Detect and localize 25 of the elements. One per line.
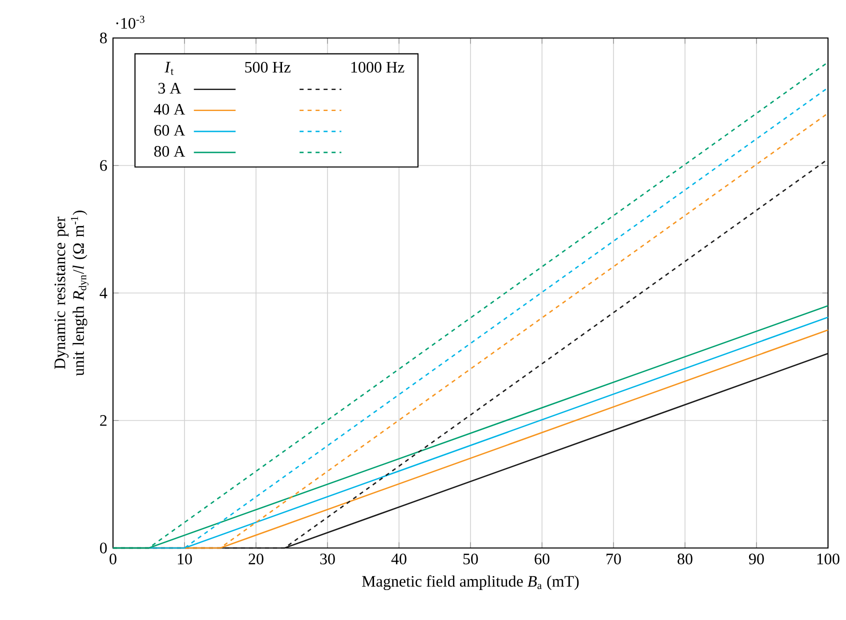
- x-tick-label: 100: [817, 554, 840, 564]
- y-tick-label: 6: [100, 160, 107, 171]
- x-tick-label: 20: [248, 554, 264, 564]
- x-tick-label: 70: [606, 554, 621, 564]
- x-tick-label: 50: [463, 554, 478, 564]
- x-tick-label: 0: [110, 554, 116, 564]
- legend-label: 3 A: [158, 82, 182, 94]
- annotation: 1000 Hz: [351, 62, 404, 73]
- y-tick-label: 4: [100, 288, 108, 298]
- legend-title: I$_{t}$: [164, 62, 174, 75]
- x-tick-label: 60: [534, 554, 550, 564]
- legend-label: 60 A: [154, 124, 186, 136]
- legend-label: 80 A: [154, 146, 186, 157]
- x-tick-label: 30: [320, 554, 335, 564]
- x-tick-label: 80: [678, 554, 692, 564]
- y-tick-label: 0: [100, 542, 107, 554]
- text: ·10$^{-3}$: [116, 16, 144, 29]
- x-tick-label: 40: [391, 554, 406, 564]
- x-axis-title: Magnetic field amplitude B$_{a}$ (mT): [362, 575, 579, 590]
- annotation: 500 Hz: [245, 62, 290, 73]
- x-tick-label: 90: [749, 554, 764, 564]
- y-tick-label: 8: [100, 32, 107, 44]
- y-tick-label: 2: [100, 415, 107, 426]
- x-tick-label: 10: [178, 554, 192, 564]
- legend-label: 40 A: [154, 104, 186, 115]
